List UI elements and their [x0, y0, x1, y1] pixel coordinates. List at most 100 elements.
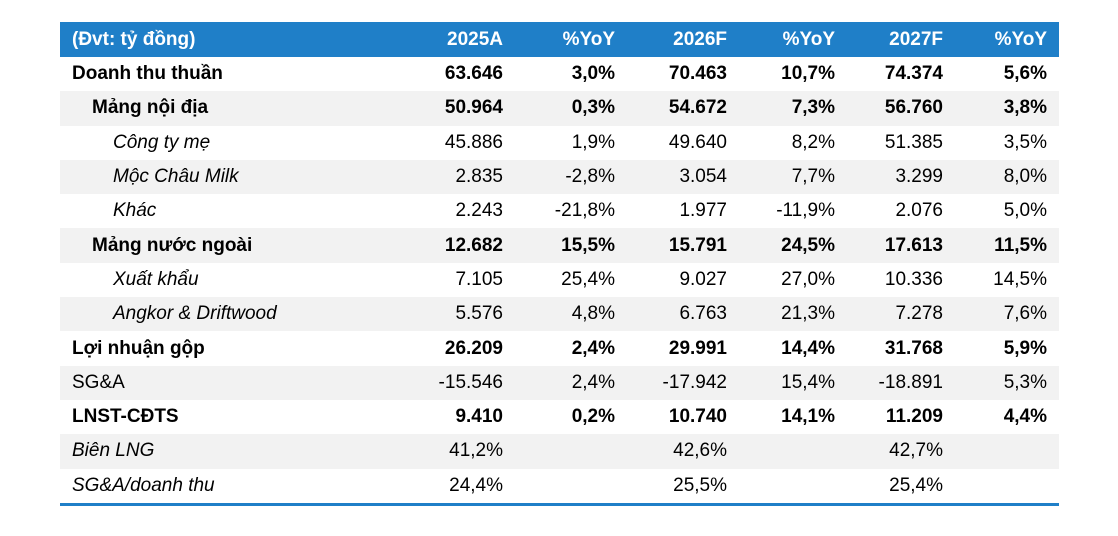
table-row: SG&A/doanh thu 24,4% 25,5% 25,4%: [60, 469, 1059, 503]
yoy-2027: 11,5%: [955, 228, 1059, 263]
yoy-2026: 7,3%: [739, 91, 847, 126]
value-2026f: 25,5%: [673, 474, 727, 496]
yoy-2026: [739, 469, 847, 503]
value-2027f: -18.891: [847, 365, 955, 400]
row-label: Công ty mẹ: [113, 131, 211, 153]
row-label: Khác: [113, 200, 157, 222]
yoy-2026: 8,2%: [791, 131, 835, 153]
yoy-2027: 5,9%: [1003, 337, 1047, 359]
value-2025a: 24,4%: [449, 474, 503, 496]
yoy-2026: 7,7%: [739, 159, 847, 195]
yoy-2027: 4,4%: [1003, 406, 1047, 428]
yoy-2025: 25,4%: [561, 268, 615, 290]
row-label: Mảng nước ngoài: [60, 228, 399, 263]
yoy-2026: 14,1%: [781, 406, 835, 428]
row-label: SG&A/doanh thu: [72, 474, 215, 496]
table-row: Công ty mẹ 45.886 1,9% 49.640 8,2% 51.38…: [60, 126, 1059, 160]
row-label: Xuất khẩu: [113, 268, 199, 290]
header-2027f: 2027F: [847, 22, 955, 57]
yoy-2026: 27,0%: [781, 268, 835, 290]
yoy-2027: 14,5%: [993, 268, 1047, 290]
value-2026f: 54.672: [627, 91, 739, 126]
value-2025a: 7.105: [455, 268, 503, 290]
yoy-2025: 1,9%: [571, 131, 615, 153]
value-2026f: 3.054: [627, 159, 739, 195]
table-row: Biên LNG 41,2% 42,6% 42,7%: [60, 434, 1059, 469]
header-2025a: 2025A: [399, 22, 515, 57]
header-yoy-2025: %YoY: [515, 22, 627, 57]
value-2027f: 7.278: [847, 297, 955, 332]
row-label: Biên LNG: [60, 434, 399, 469]
row-label: Doanh thu thuần: [72, 63, 223, 85]
yoy-2027: [955, 434, 1059, 469]
yoy-2026: 21,3%: [739, 297, 847, 332]
financial-forecast-table: (Đvt: tỷ đồng) 2025A %YoY 2026F %YoY 202…: [60, 22, 1059, 503]
value-2025a: 26.209: [444, 337, 503, 359]
row-label: SG&A: [60, 365, 399, 400]
yoy-2027: 3,8%: [955, 91, 1059, 126]
table-header-row: (Đvt: tỷ đồng) 2025A %YoY 2026F %YoY 202…: [60, 22, 1059, 57]
value-2027f: 11.209: [885, 406, 943, 428]
yoy-2025: 0,2%: [571, 406, 615, 428]
yoy-2027: 7,6%: [955, 297, 1059, 332]
value-2025a: 45.886: [444, 131, 503, 153]
yoy-2025: 2,4%: [515, 365, 627, 400]
yoy-2027: [955, 469, 1059, 503]
yoy-2025: 2,4%: [571, 337, 615, 359]
table-row: SG&A -15.546 2,4% -17.942 15,4% -18.891 …: [60, 365, 1059, 400]
yoy-2025: 4,8%: [515, 297, 627, 332]
yoy-2025: 15,5%: [515, 228, 627, 263]
table-row: LNST-CĐTS 9.410 0,2% 10.740 14,1% 11.209…: [60, 400, 1059, 434]
table-row: Khác 2.243 -21,8% 1.977 -11,9% 2.076 5,0…: [60, 194, 1059, 228]
table-row: Lợi nhuận gộp 26.209 2,4% 29.991 14,4% 3…: [60, 331, 1059, 365]
value-2025a: 41,2%: [399, 434, 515, 469]
yoy-2026: 14,4%: [781, 337, 835, 359]
yoy-2026: 24,5%: [739, 228, 847, 263]
value-2025a: 2.243: [455, 200, 503, 222]
yoy-2027: 5,6%: [1003, 63, 1047, 85]
value-2027f: 17.613: [847, 228, 955, 263]
table-row: Mảng nước ngoài 12.682 15,5% 15.791 24,5…: [60, 228, 1059, 263]
yoy-2027: 3,5%: [1003, 131, 1047, 153]
value-2026f: 70.463: [668, 63, 727, 85]
table-row: Doanh thu thuần 63.646 3,0% 70.463 10,7%…: [60, 57, 1059, 91]
table-row: Mảng nội địa 50.964 0,3% 54.672 7,3% 56.…: [60, 91, 1059, 126]
yoy-2026: -11,9%: [776, 200, 835, 222]
value-2025a: 2.835: [399, 159, 515, 195]
financial-table-container: (Đvt: tỷ đồng) 2025A %YoY 2026F %YoY 202…: [60, 22, 1059, 506]
value-2027f: 56.760: [847, 91, 955, 126]
row-label: Mộc Châu Milk: [60, 159, 399, 195]
table-row: Angkor & Driftwood 5.576 4,8% 6.763 21,3…: [60, 297, 1059, 332]
value-2025a: 63.646: [444, 63, 503, 85]
header-yoy-2027: %YoY: [955, 22, 1059, 57]
header-unit: (Đvt: tỷ đồng): [60, 22, 399, 57]
table-row: Mộc Châu Milk 2.835 -2,8% 3.054 7,7% 3.2…: [60, 159, 1059, 195]
value-2027f: 2.076: [895, 200, 943, 222]
row-label: LNST-CĐTS: [72, 406, 179, 428]
value-2027f: 31.768: [884, 337, 943, 359]
header-2026f: 2026F: [627, 22, 739, 57]
value-2025a: -15.546: [399, 365, 515, 400]
value-2026f: 9.027: [679, 268, 727, 290]
value-2027f: 74.374: [884, 63, 943, 85]
value-2027f: 42,7%: [847, 434, 955, 469]
yoy-2025: 3,0%: [571, 63, 615, 85]
row-label: Mảng nội địa: [60, 91, 399, 126]
value-2027f: 25,4%: [889, 474, 943, 496]
value-2026f: 6.763: [627, 297, 739, 332]
row-label: Angkor & Driftwood: [60, 297, 399, 332]
yoy-2026: [739, 434, 847, 469]
table-bottom-rule: [60, 502, 1059, 506]
value-2025a: 12.682: [399, 228, 515, 263]
yoy-2025: [515, 469, 627, 503]
value-2026f: 49.640: [668, 131, 727, 153]
value-2025a: 5.576: [399, 297, 515, 332]
yoy-2027: 5,3%: [955, 365, 1059, 400]
value-2026f: -17.942: [627, 365, 739, 400]
yoy-2026: 15,4%: [739, 365, 847, 400]
value-2026f: 15.791: [627, 228, 739, 263]
value-2027f: 10.336: [884, 268, 943, 290]
row-label: Lợi nhuận gộp: [72, 337, 205, 359]
yoy-2025: 0,3%: [515, 91, 627, 126]
value-2026f: 1.977: [679, 200, 727, 222]
